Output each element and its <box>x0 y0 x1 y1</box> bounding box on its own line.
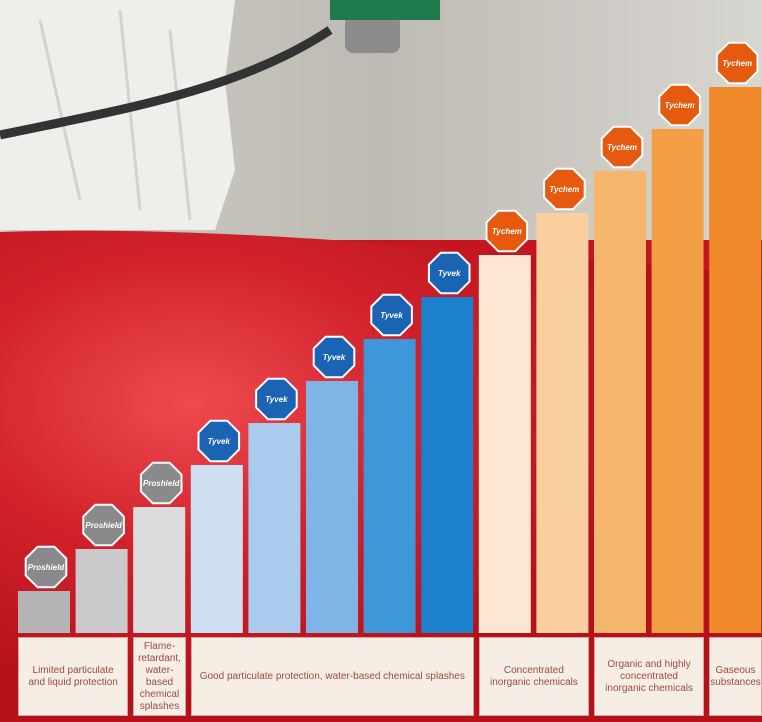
category-caption-1: Limited particulate and liquid protectio… <box>18 637 129 716</box>
badge-brand-text: Tyvek <box>438 269 461 278</box>
badge-brand-text: Tychem <box>492 227 522 236</box>
product-badge-4: Tyvek <box>197 419 241 463</box>
badge-brand-text: Tyvek <box>323 353 346 362</box>
category-caption-5: Organic and highly concentrated inorgani… <box>594 637 705 716</box>
bar-2 <box>75 549 128 633</box>
badge-shape <box>370 293 413 337</box>
protective-suit-figure <box>0 0 235 230</box>
bar-10 <box>536 213 589 633</box>
product-badge-6: Tyvek <box>312 335 356 379</box>
badge-brand-text: Tyvek <box>208 437 231 446</box>
badge-brand-text: Proshield <box>143 479 181 488</box>
badge-brand-text: Proshield <box>28 563 66 572</box>
badge-shape <box>485 209 529 253</box>
category-caption-2: Flame-retardant, water-based chemical sp… <box>133 637 186 716</box>
product-badge-5: Tyvek <box>255 377 298 421</box>
category-caption-3: Good particulate protection, water-based… <box>190 637 474 716</box>
bar-9 <box>478 255 531 633</box>
badges-layer: Proshield Proshield Proshield Tyvek Tyvek Tyv… <box>24 41 759 589</box>
product-badge-10: Tychem <box>543 167 586 211</box>
badge-brand-text: Tychem <box>722 59 752 68</box>
product-badge-11: Tychem <box>600 125 644 169</box>
product-badge-1: Proshield <box>24 545 68 589</box>
spray-hose <box>0 26 333 140</box>
product-badge-3: Proshield <box>139 461 183 505</box>
badge-brand-text: Tychem <box>607 143 637 152</box>
badge-shape <box>139 461 183 505</box>
badge-shape <box>600 125 644 169</box>
badge-shape <box>715 41 759 85</box>
badge-shape <box>427 251 471 295</box>
badge-shape <box>197 419 241 463</box>
product-badge-12: Tychem <box>658 83 701 127</box>
badge-shape <box>82 503 125 547</box>
bars-layer <box>18 87 762 633</box>
product-badge-9: Tychem <box>485 209 529 253</box>
product-badge-13: Tychem <box>715 41 759 85</box>
bar-11 <box>594 171 646 633</box>
bar-7 <box>363 339 416 633</box>
bar-8 <box>421 297 474 633</box>
bar-6 <box>306 381 358 633</box>
badge-shape <box>255 377 298 421</box>
badge-brand-text: Tychem <box>665 101 695 110</box>
bar-1 <box>18 591 70 633</box>
category-caption-6: Gaseous substances <box>709 637 762 716</box>
badge-shape <box>543 167 586 211</box>
spray-gun-handle <box>330 0 440 20</box>
bar-12 <box>651 129 704 633</box>
badge-brand-text: Tychem <box>549 185 579 194</box>
product-badge-8: Tyvek <box>427 251 471 295</box>
bar-4 <box>190 465 243 633</box>
badge-shape <box>658 83 701 127</box>
spray-gun <box>345 15 400 53</box>
badge-shape <box>312 335 356 379</box>
product-badge-2: Proshield <box>82 503 125 547</box>
badge-shape <box>24 545 68 589</box>
badge-brand-text: Tyvek <box>265 395 288 404</box>
category-caption-row: Limited particulate and liquid protectio… <box>18 637 762 716</box>
category-caption-4: Concentrated inorganic chemicals <box>478 637 589 716</box>
badge-brand-text: Tyvek <box>380 311 403 320</box>
bar-3 <box>133 507 186 633</box>
product-badge-7: Tyvek <box>370 293 413 337</box>
badge-brand-text: Proshield <box>85 521 123 530</box>
bar-13 <box>709 87 762 633</box>
bar-5 <box>248 423 301 633</box>
